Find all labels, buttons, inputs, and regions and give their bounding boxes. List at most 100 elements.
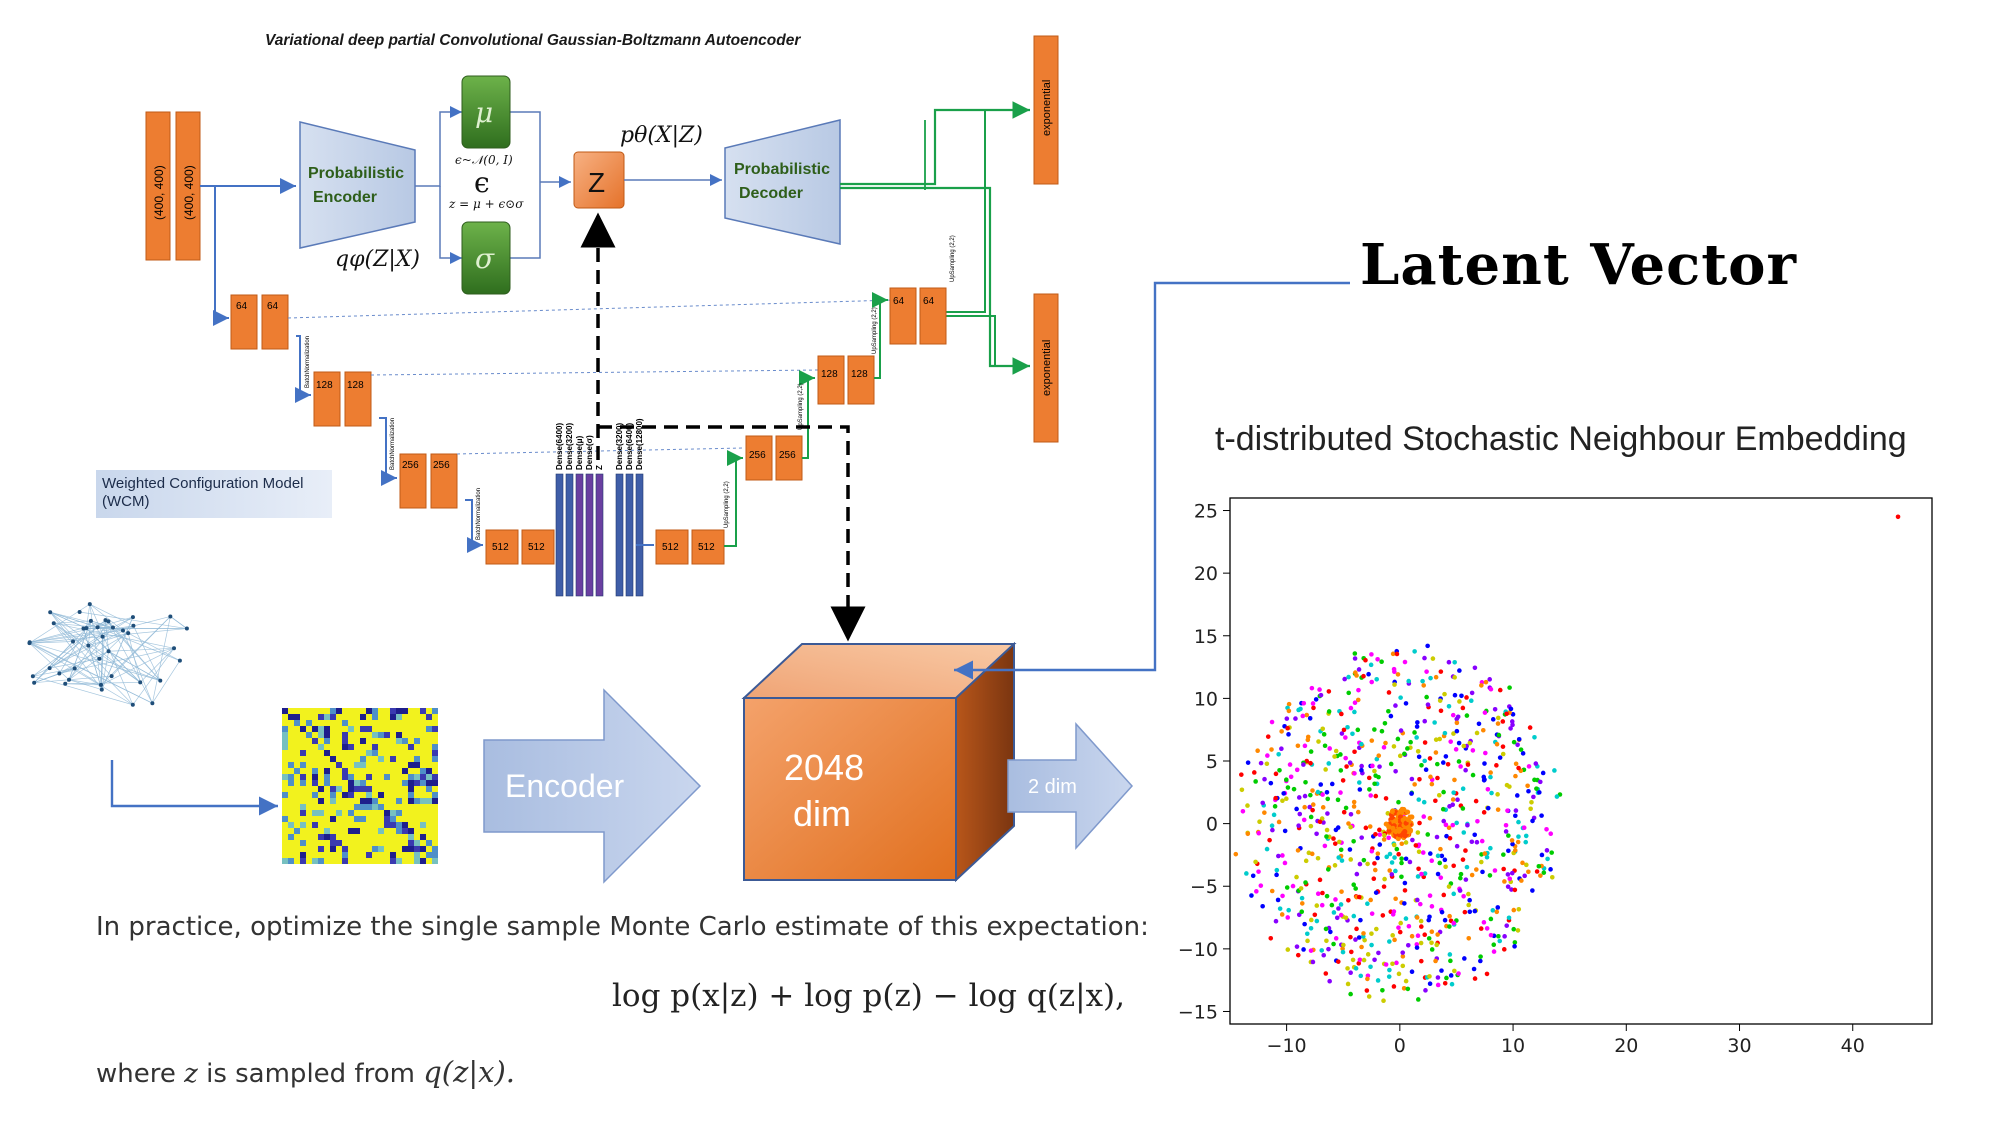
matrix-cell bbox=[294, 768, 300, 774]
scatter-point bbox=[1516, 907, 1522, 912]
graph-node bbox=[72, 666, 77, 671]
scatter-point bbox=[1391, 984, 1397, 989]
scatter-point bbox=[1423, 767, 1429, 773]
scatter-point bbox=[1406, 678, 1412, 684]
scatter-point bbox=[1264, 761, 1270, 767]
scatter-point bbox=[1537, 779, 1543, 785]
scatter-point bbox=[1415, 720, 1420, 725]
mu-node: μ bbox=[461, 75, 511, 149]
matrix-cell bbox=[366, 852, 372, 858]
scatter-point bbox=[1414, 945, 1420, 950]
graph-node bbox=[130, 615, 135, 620]
matrix-cell bbox=[324, 834, 330, 840]
scatter-point bbox=[1481, 920, 1487, 925]
scatter-point bbox=[1398, 695, 1403, 700]
matrix-cell bbox=[408, 834, 414, 840]
scatter-point bbox=[1458, 871, 1464, 877]
scatter-point bbox=[1433, 737, 1439, 742]
scatter-point bbox=[1273, 771, 1279, 777]
svg-text:256: 256 bbox=[433, 460, 450, 471]
matrix-cell bbox=[396, 708, 402, 714]
scatter-point bbox=[1488, 774, 1493, 780]
scatter-point bbox=[1435, 775, 1440, 781]
scatter-point bbox=[1399, 856, 1404, 862]
matrix-cell bbox=[384, 774, 390, 780]
scatter-point bbox=[1338, 752, 1343, 757]
scatter-point bbox=[1369, 679, 1375, 685]
scatter-point bbox=[1495, 807, 1501, 812]
scatter-point bbox=[1461, 743, 1467, 749]
scatter-point bbox=[1454, 820, 1459, 826]
scatter-point bbox=[1372, 727, 1377, 732]
matrix-cell bbox=[414, 798, 420, 804]
matrix-cell bbox=[318, 834, 324, 840]
matrix-cell bbox=[294, 714, 300, 720]
scatter-point bbox=[1394, 651, 1400, 657]
scatter-point bbox=[1415, 830, 1421, 835]
x-tick-label: 20 bbox=[1614, 1035, 1638, 1057]
scatter-point bbox=[1250, 873, 1256, 879]
matrix-cell bbox=[420, 846, 426, 852]
scatter-point bbox=[1365, 952, 1371, 957]
scatter-point bbox=[1367, 787, 1372, 792]
decoder-label-line2: Decoder bbox=[739, 185, 803, 202]
y-tick-label: 0 bbox=[1206, 814, 1218, 836]
scatter-point bbox=[1417, 901, 1423, 907]
scatter-point bbox=[1466, 936, 1472, 941]
scatter-point bbox=[1322, 843, 1328, 849]
scatter-point bbox=[1325, 867, 1331, 872]
scatter-point bbox=[1333, 936, 1339, 941]
matrix-cell bbox=[420, 822, 426, 828]
scatter-point bbox=[1404, 809, 1411, 815]
scatter-point bbox=[1352, 651, 1358, 656]
scatter-point bbox=[1492, 868, 1498, 873]
matrix-cell bbox=[348, 774, 354, 780]
matrix-cell bbox=[366, 786, 372, 792]
matrix-cell bbox=[330, 846, 336, 852]
output-label: exponential bbox=[1041, 80, 1053, 136]
matrix-cell bbox=[288, 780, 294, 786]
scatter-point bbox=[1353, 966, 1359, 971]
scatter-point bbox=[1351, 913, 1357, 919]
scatter-point bbox=[1398, 920, 1404, 926]
graph-edge bbox=[33, 641, 74, 683]
practice-text: In practice, optimize the single sample … bbox=[96, 912, 1149, 942]
matrix-cell bbox=[312, 822, 318, 828]
matrix-cell bbox=[426, 780, 432, 786]
scatter-point bbox=[1541, 870, 1547, 875]
scatter-point bbox=[1529, 800, 1534, 805]
scatter-point bbox=[1457, 699, 1462, 704]
scatter-point bbox=[1465, 822, 1470, 828]
scatter-point bbox=[1304, 931, 1310, 937]
scatter-point bbox=[1383, 796, 1389, 801]
scatter-point bbox=[1511, 926, 1517, 932]
scatter-point bbox=[1245, 803, 1250, 808]
scatter-point bbox=[1488, 916, 1494, 922]
scatter-point bbox=[1338, 847, 1344, 853]
scatter-point bbox=[1348, 934, 1353, 940]
matrix-cell bbox=[396, 822, 402, 828]
scatter-point bbox=[1347, 847, 1353, 852]
graph-node bbox=[177, 658, 182, 663]
matrix-cell bbox=[372, 804, 378, 810]
matrix-cell bbox=[372, 750, 378, 756]
scatter-point bbox=[1522, 873, 1527, 879]
scatter-point bbox=[1509, 887, 1514, 892]
scatter-point bbox=[1528, 806, 1533, 812]
graph-edge bbox=[29, 642, 153, 704]
scatter-point bbox=[1233, 851, 1239, 857]
scatter-point bbox=[1427, 756, 1433, 761]
scatter-point bbox=[1510, 841, 1515, 847]
scatter-point bbox=[1302, 743, 1308, 749]
matrix-cell bbox=[318, 726, 324, 732]
graph-edge bbox=[89, 603, 124, 631]
scatter-point bbox=[1345, 981, 1351, 987]
matrix-cell bbox=[372, 846, 378, 852]
matrix-cell bbox=[288, 822, 294, 828]
scatter-point bbox=[1375, 978, 1381, 983]
scatter-point bbox=[1484, 854, 1490, 860]
scatter-point bbox=[1468, 698, 1474, 704]
scatter-point bbox=[1393, 868, 1398, 874]
scatter-point bbox=[1400, 954, 1406, 959]
matrix-cell bbox=[384, 732, 390, 738]
